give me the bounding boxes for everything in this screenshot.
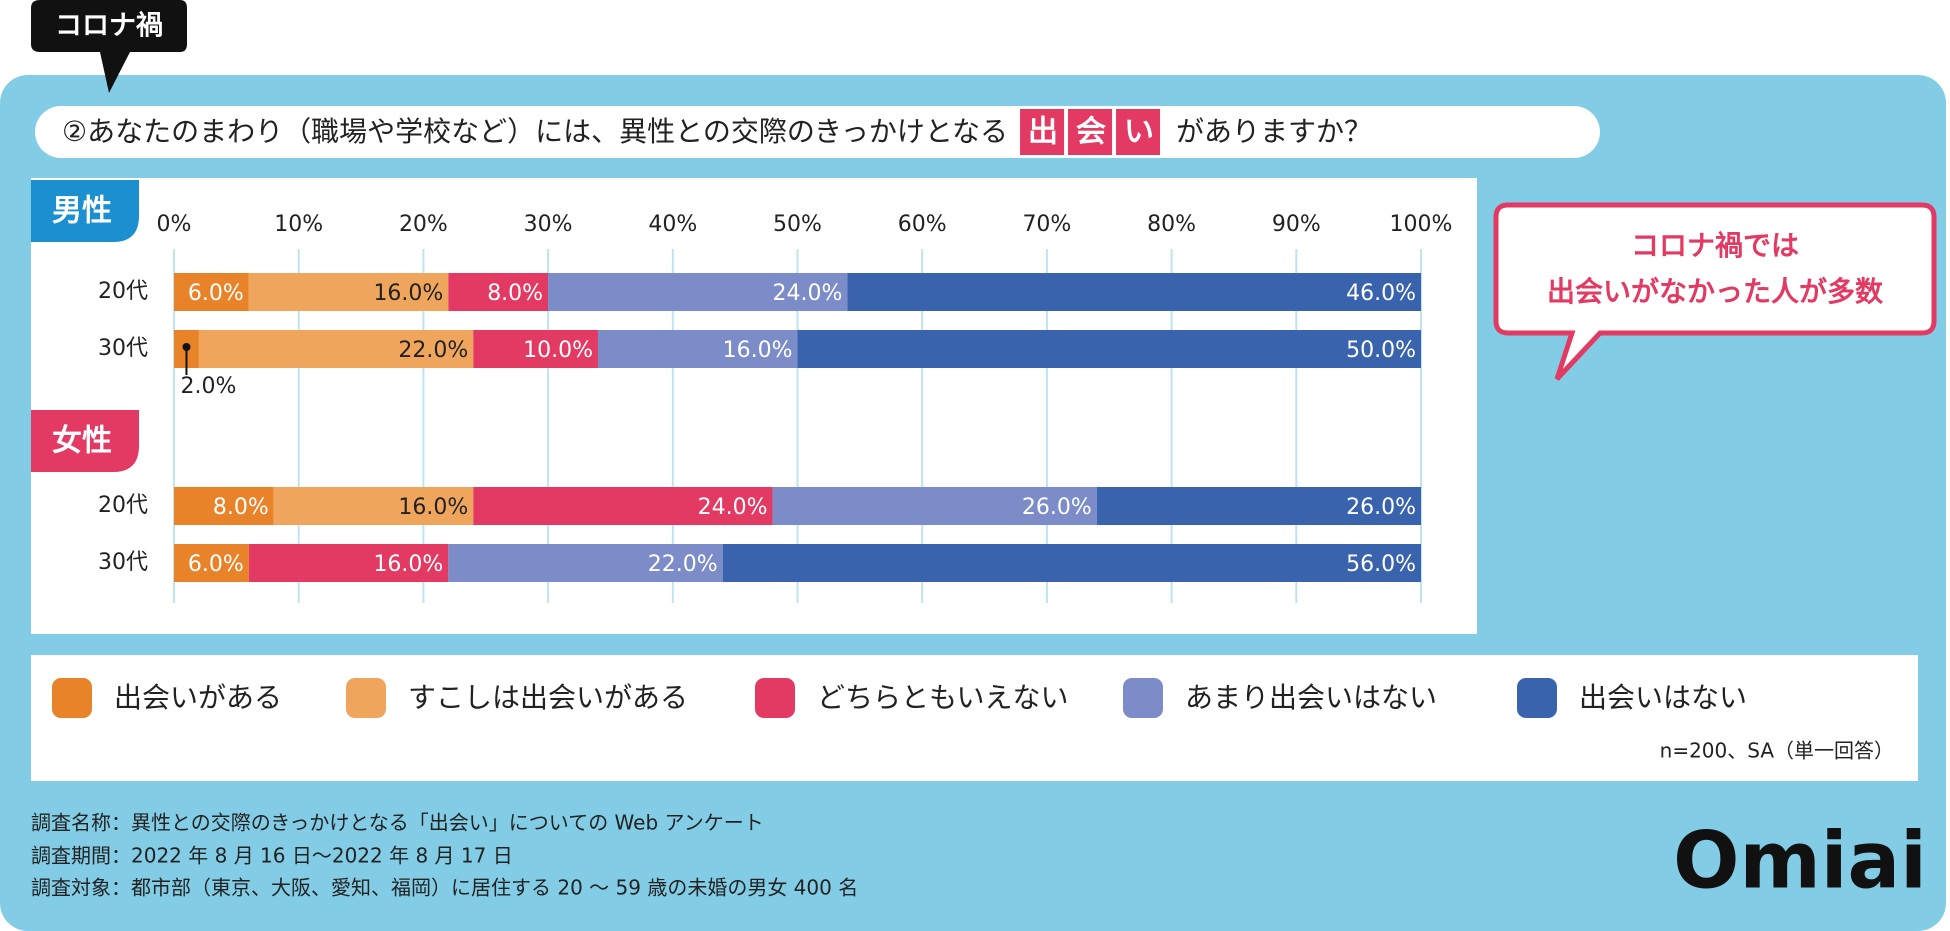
value-label: 26.0% bbox=[1022, 495, 1092, 520]
y-tick-label: 20代 bbox=[98, 493, 148, 518]
group-label: 男性 bbox=[52, 194, 112, 229]
bar-segment bbox=[448, 273, 549, 311]
bar-segment bbox=[174, 544, 249, 582]
value-label: 24.0% bbox=[698, 495, 768, 520]
value-label: 10.0% bbox=[523, 338, 593, 363]
bar-segment bbox=[797, 330, 1421, 368]
footer-line: 調査名称：異性との交際のきっかけとなる「出会い」についての Web アンケート bbox=[31, 811, 764, 835]
bar-segment bbox=[1096, 487, 1421, 525]
value-label: 16.0% bbox=[373, 281, 443, 306]
x-tick-label: 50% bbox=[773, 212, 822, 237]
x-tick-label: 60% bbox=[898, 212, 947, 237]
value-label: 16.0% bbox=[373, 552, 443, 577]
logo: Omiai bbox=[1673, 816, 1927, 906]
title-highlight-bg bbox=[1020, 109, 1065, 155]
group-label: 女性 bbox=[52, 424, 112, 459]
legend-label: すこしは出会いがある bbox=[408, 681, 688, 714]
value-label: 16.0% bbox=[723, 338, 793, 363]
label-dot bbox=[182, 343, 191, 351]
title-highlight-bg bbox=[1116, 109, 1161, 155]
badge: コロナ禍 bbox=[55, 11, 163, 42]
value-label: 2.0% bbox=[180, 374, 236, 399]
x-tick-label: 70% bbox=[1022, 212, 1071, 237]
x-tick-label: 100% bbox=[1390, 212, 1453, 237]
value-label: 6.0% bbox=[188, 281, 244, 306]
x-tick-label: 0% bbox=[157, 212, 192, 237]
value-label: 6.0% bbox=[188, 552, 244, 577]
x-tick-label: 80% bbox=[1147, 212, 1196, 237]
bar-segment bbox=[174, 273, 249, 311]
footer-line: 調査対象：都市部（東京、大阪、愛知、福岡）に居住する 20 ～ 59 歳の未婚の… bbox=[31, 876, 858, 900]
callout-text: 出会いがなかった人が多数 bbox=[1547, 275, 1884, 308]
group-label-bg bbox=[31, 180, 139, 242]
bar-segment bbox=[448, 544, 723, 582]
chart-title: ②あなたのまわり（職場や学校など）には、異性との交際のきっかけとなる bbox=[62, 115, 1008, 148]
bar-segment bbox=[248, 544, 449, 582]
footer-line: 調査期間：2022 年 8 月 16 日～2022 年 8 月 17 日 bbox=[31, 844, 513, 868]
value-label: 22.0% bbox=[398, 338, 468, 363]
title-highlight: 出会い bbox=[1028, 115, 1172, 150]
y-tick-label: 30代 bbox=[98, 336, 148, 361]
x-tick-label: 10% bbox=[274, 212, 323, 237]
y-tick-label: 30代 bbox=[98, 550, 148, 575]
legend-label: あまり出会いはない bbox=[1185, 681, 1437, 714]
value-label: 26.0% bbox=[1346, 495, 1416, 520]
x-tick-label: 90% bbox=[1272, 212, 1321, 237]
value-label: 16.0% bbox=[398, 495, 468, 520]
title-highlight-bg bbox=[1068, 109, 1113, 155]
value-label: 24.0% bbox=[772, 281, 842, 306]
legend-swatch bbox=[755, 678, 795, 718]
x-tick-label: 20% bbox=[399, 212, 448, 237]
legend-label: 出会いはない bbox=[1579, 681, 1747, 714]
legend-swatch bbox=[1517, 678, 1557, 718]
value-label: 22.0% bbox=[648, 552, 718, 577]
x-tick-label: 30% bbox=[524, 212, 573, 237]
y-tick-label: 20代 bbox=[98, 279, 148, 304]
bar-segment bbox=[722, 544, 1421, 582]
bar-segment bbox=[847, 273, 1421, 311]
legend-label: 出会いがある bbox=[114, 681, 282, 714]
bar-segment bbox=[174, 487, 274, 525]
callout-text: コロナ禍では bbox=[1631, 229, 1799, 262]
bar-segment bbox=[473, 330, 598, 368]
value-label: 8.0% bbox=[487, 281, 543, 306]
value-label: 56.0% bbox=[1346, 552, 1416, 577]
callout-box bbox=[1493, 202, 1937, 381]
bar-segment bbox=[248, 273, 449, 311]
bar-segment bbox=[772, 487, 1097, 525]
bar-segment bbox=[198, 330, 474, 368]
note: n=200、SA（単一回答） bbox=[1660, 739, 1894, 763]
bar-segment bbox=[548, 273, 848, 311]
x-tick-label: 40% bbox=[648, 212, 697, 237]
legend-swatch bbox=[52, 678, 92, 718]
chart-title-end: がありますか？ bbox=[1176, 115, 1372, 148]
badge-bg bbox=[31, 0, 187, 93]
legend-box bbox=[31, 655, 1918, 781]
bar-segment bbox=[273, 487, 474, 525]
value-label: 8.0% bbox=[213, 495, 269, 520]
value-label: 50.0% bbox=[1346, 338, 1416, 363]
value-label: 46.0% bbox=[1346, 281, 1416, 306]
legend-swatch bbox=[1123, 678, 1163, 718]
bar-segment bbox=[597, 330, 798, 368]
group-label-bg bbox=[31, 410, 139, 472]
legend-swatch bbox=[346, 678, 386, 718]
title-pill bbox=[35, 106, 1600, 158]
legend-label: どちらともいえない bbox=[817, 681, 1068, 714]
bar-segment bbox=[473, 487, 773, 525]
